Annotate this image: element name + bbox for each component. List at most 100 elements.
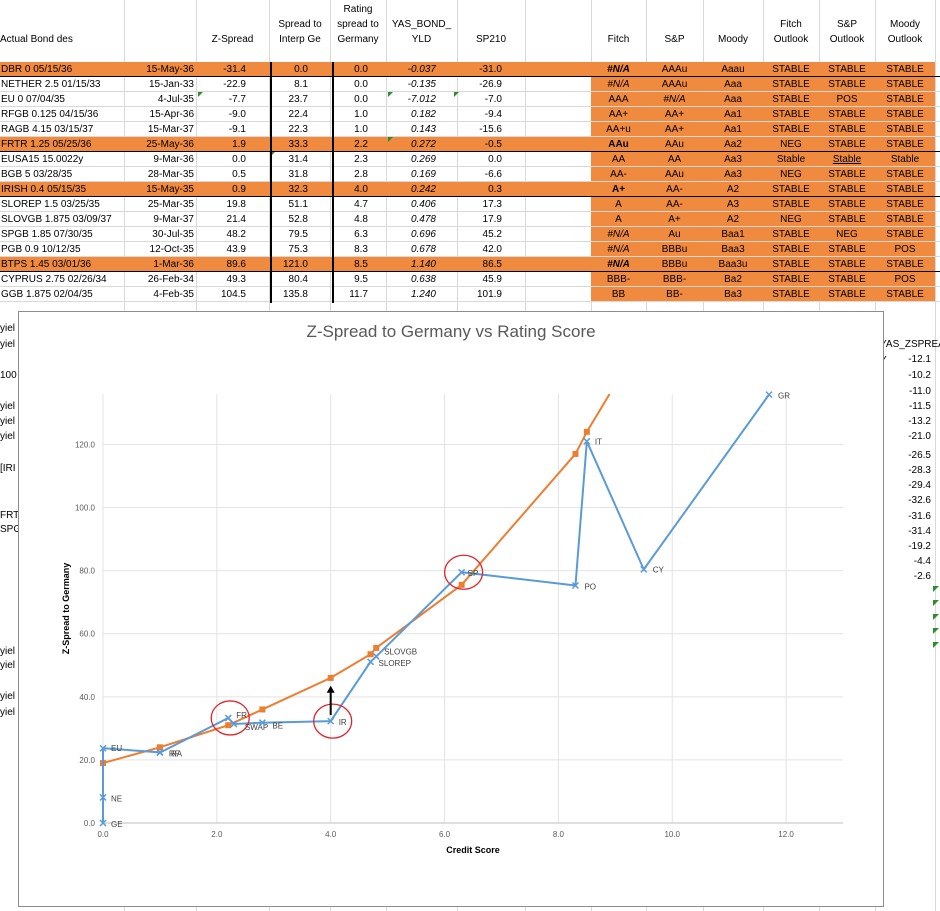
cell-moody-outlook[interactable]: STABLE [886, 229, 924, 240]
right-column-value[interactable]: -28.3 [908, 465, 931, 476]
cell-fitch-outlook[interactable]: STABLE [772, 109, 810, 120]
right-column-value[interactable]: -2.6 [913, 571, 931, 582]
cell-moody-outlook[interactable]: STABLE [886, 79, 924, 90]
cell-fitch[interactable]: #N/A [607, 79, 630, 90]
cell-fitch[interactable]: AAA [608, 94, 629, 105]
cell-sp210[interactable]: 17.3 [482, 199, 502, 210]
cell-rating[interactable]: 9.5 [354, 274, 368, 285]
cell-yld[interactable]: 0.269 [410, 154, 436, 165]
cell-sp-outlook[interactable]: Stable [832, 154, 862, 165]
right-column-value[interactable]: -4.4 [913, 556, 931, 567]
cell-date[interactable]: 1-Mar-36 [153, 259, 194, 270]
cell-rating[interactable]: 2.8 [354, 169, 368, 180]
cell-sp210[interactable]: -15.6 [479, 124, 502, 135]
cell-zspread[interactable]: 49.3 [226, 274, 246, 285]
cell-sp[interactable]: Au [668, 229, 681, 240]
cell-desc[interactable]: GGB 1.875 02/04/35 [1, 289, 93, 300]
cell-sp-outlook[interactable]: STABLE [828, 169, 866, 180]
cell-date[interactable]: 9-Mar-37 [153, 214, 194, 225]
table-row[interactable]: DBR 0 05/15/36 15-May-36 -31.4 0.0 0.0 -0.037… [0, 62, 940, 77]
cell-sp[interactable]: AAAu [661, 64, 688, 75]
cell-date[interactable]: 15-May-36 [146, 64, 194, 75]
cell-fitch-outlook[interactable]: STABLE [772, 274, 810, 285]
cell-fitch[interactable]: BB [611, 289, 626, 300]
cell-yld[interactable]: 0.182 [410, 109, 436, 120]
cell-fitch[interactable]: BBB- [606, 274, 631, 285]
cell-sp-outlook[interactable]: STABLE [828, 109, 866, 120]
cell-desc[interactable]: EUSA15 15.0022y [1, 154, 84, 165]
cell-zspread[interactable]: -9.1 [228, 124, 246, 135]
cell-zspread[interactable]: 43.9 [226, 244, 246, 255]
cell-sp-outlook[interactable]: STABLE [828, 199, 866, 210]
cell-date[interactable]: 4-Jul-35 [157, 94, 194, 105]
cell-desc[interactable]: RFGB 0.125 04/15/36 [1, 109, 99, 120]
table-row[interactable]: BGB 5 03/28/35 28-Mar-35 0.5 31.8 2.8 0.169 -6… [0, 167, 940, 182]
cell-fitch[interactable]: #N/A [607, 229, 630, 240]
cell-rating[interactable]: 6.3 [354, 229, 368, 240]
cell-sp210[interactable]: 0.3 [488, 184, 502, 195]
cell-sp-outlook[interactable]: STABLE [828, 244, 866, 255]
cell-date[interactable]: 15-Jan-33 [148, 79, 194, 90]
cell-moody-outlook[interactable]: STABLE [886, 289, 924, 300]
cell-date[interactable]: 25-Mar-35 [147, 199, 194, 210]
cell-fitch-outlook[interactable]: STABLE [772, 79, 810, 90]
cell-fitch-outlook[interactable]: STABLE [772, 64, 810, 75]
cell-yld[interactable]: 0.272 [410, 139, 436, 150]
cell-yld[interactable]: 1.240 [410, 289, 436, 300]
cell-sp210[interactable]: 45.2 [482, 229, 502, 240]
cell-date[interactable]: 15-Mar-37 [147, 124, 194, 135]
cell-moody[interactable]: Ba2 [724, 274, 742, 285]
cell-zspread[interactable]: 0.9 [232, 184, 246, 195]
table-row[interactable]: GGB 1.875 02/04/35 4-Feb-35 104.5 135.8 11.7… [0, 287, 940, 302]
cell-date[interactable]: 15-May-35 [146, 184, 194, 195]
cell-interp[interactable]: 80.4 [288, 274, 308, 285]
cell-yld[interactable]: -7.012 [407, 94, 436, 105]
cell-rating[interactable]: 0.0 [354, 94, 368, 105]
table-row[interactable]: RFGB 0.125 04/15/36 15-Apr-36 -9.0 22.4 1.0 0… [0, 107, 940, 122]
cell-fitch-outlook[interactable]: STABLE [772, 184, 810, 195]
cell-moody-outlook[interactable]: POS [894, 274, 916, 285]
cell-desc[interactable]: SLOVGB 1.875 03/09/37 [1, 214, 112, 225]
cell-zspread[interactable]: 0.5 [232, 169, 246, 180]
cell-desc[interactable]: DBR 0 05/15/36 [1, 64, 73, 75]
cell-sp210[interactable]: 17.9 [482, 214, 502, 225]
table-row[interactable]: EU 0 07/04/35 4-Jul-35 -7.7 23.7 0.0 -7.012 -7… [0, 92, 940, 107]
cell-date[interactable]: 15-Apr-36 [149, 109, 194, 120]
right-column-value[interactable]: -31.4 [908, 526, 931, 537]
cell-sp210[interactable]: -31.0 [479, 64, 502, 75]
table-row[interactable]: SPGB 1.85 07/30/35 30-Jul-35 48.2 79.5 6.3 0.… [0, 227, 940, 242]
cell-sp210[interactable]: -7.0 [484, 94, 502, 105]
cell-zspread[interactable]: 89.6 [226, 259, 246, 270]
cell-desc[interactable]: FRTR 1.25 05/25/36 [1, 139, 92, 150]
cell-interp[interactable]: 31.8 [288, 169, 308, 180]
cell-sp[interactable]: BBBu [661, 244, 688, 255]
cell-sp[interactable]: A+ [668, 214, 681, 225]
cell-date[interactable]: 26-Feb-34 [147, 274, 194, 285]
cell-desc[interactable]: PGB 0.9 10/12/35 [1, 244, 81, 255]
cell-moody[interactable]: A3 [726, 199, 740, 210]
right-column-value[interactable]: -11.0 [908, 386, 931, 397]
cell-fitch-outlook[interactable]: STABLE [772, 244, 810, 255]
cell-moody-outlook[interactable]: STABLE [886, 214, 924, 225]
cell-rating[interactable]: 2.3 [354, 154, 368, 165]
cell-moody[interactable]: Aaa [724, 94, 742, 105]
cell-sp-outlook[interactable]: STABLE [828, 274, 866, 285]
cell-desc[interactable]: CYPRUS 2.75 02/26/34 [1, 274, 107, 285]
cell-interp[interactable]: 23.7 [288, 94, 308, 105]
cell-date[interactable]: 25-May-36 [146, 139, 194, 150]
cell-zspread[interactable]: -9.0 [228, 109, 246, 120]
cell-moody-outlook[interactable]: STABLE [886, 124, 924, 135]
cell-desc[interactable]: RAGB 4.15 03/15/37 [1, 124, 94, 135]
cell-sp210[interactable]: -26.9 [479, 79, 502, 90]
cell-interp[interactable]: 22.4 [288, 109, 308, 120]
cell-moody[interactable]: Baa3 [721, 244, 745, 255]
cell-sp[interactable]: BBB- [662, 274, 687, 285]
cell-rating[interactable]: 4.8 [354, 214, 368, 225]
cell-moody[interactable]: Aaau [721, 64, 745, 75]
cell-rating[interactable]: 1.0 [354, 109, 368, 120]
cell-moody[interactable]: Baa3u [718, 259, 748, 270]
cell-interp[interactable]: 79.5 [288, 229, 308, 240]
cell-fitch-outlook[interactable]: STABLE [772, 199, 810, 210]
table-row[interactable]: CYPRUS 2.75 02/26/34 26-Feb-34 49.3 80.4 9.5… [0, 272, 940, 287]
cell-moody[interactable]: Aa2 [724, 139, 742, 150]
